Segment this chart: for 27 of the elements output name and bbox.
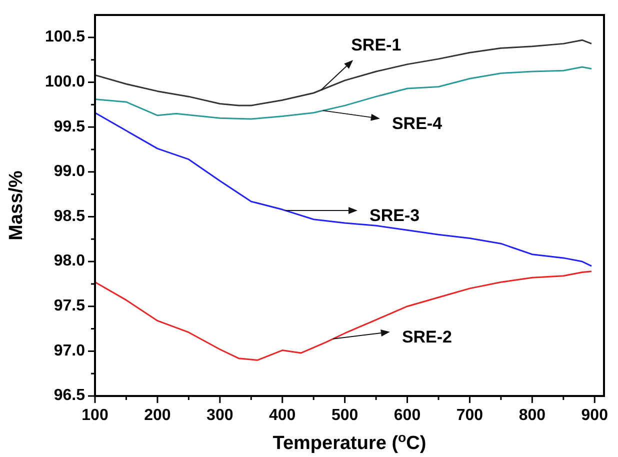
series-label: SRE-3	[369, 206, 420, 226]
x-tick-label: 700	[456, 407, 484, 424]
x-tick-label: 400	[269, 407, 296, 424]
x-tick-label: 500	[331, 407, 358, 424]
x-axis-title: Temperature ($^{o}$C)	[272, 430, 426, 454]
y-tick-label: 98.0	[54, 252, 86, 270]
series-label: SRE-2	[402, 327, 452, 346]
y-axis-title: Mass/%	[6, 170, 27, 240]
y-tick-label: 99.5	[54, 118, 86, 136]
y-tick-label: 96.5	[54, 387, 86, 404]
line-series	[94, 112, 592, 267]
y-tick-label: 100.0	[44, 73, 86, 90]
x-tick-label: 200	[144, 407, 171, 424]
y-tick-label: 99.0	[54, 163, 86, 180]
y-tick-label: 97.5	[54, 298, 86, 315]
x-tick-label: 600	[394, 407, 421, 424]
y-tick-label: 100.5	[44, 28, 86, 46]
y-tick-label: 97.0	[54, 342, 86, 360]
x-tick-label: 900	[581, 407, 608, 424]
y-tick-label: 98.5	[54, 208, 86, 225]
x-tick-label: 300	[206, 407, 234, 424]
x-tick-label: 100	[82, 407, 108, 424]
series-label: SRE-4	[392, 114, 443, 134]
line-series	[94, 270, 592, 361]
x-tick-label: 800	[518, 407, 546, 424]
line-series	[94, 39, 592, 106]
series-label: SRE-1	[351, 35, 402, 54]
